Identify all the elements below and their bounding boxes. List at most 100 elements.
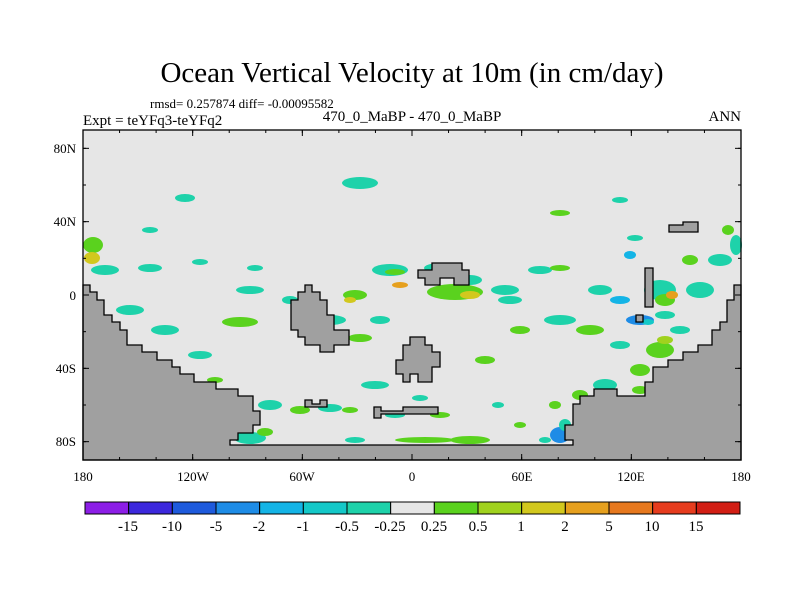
velocity-patch xyxy=(491,285,519,295)
velocity-patch xyxy=(257,428,273,436)
colorbar-label: 5 xyxy=(605,519,613,535)
axis-ticks xyxy=(82,130,742,460)
velocity-patch xyxy=(247,265,263,271)
colorbar-swatch xyxy=(128,501,173,515)
colorbar-label: 2 xyxy=(561,519,569,535)
velocity-patch xyxy=(510,326,530,334)
velocity-patch xyxy=(544,315,576,325)
land-mass xyxy=(417,262,470,286)
colorbar-swatch xyxy=(477,501,523,515)
x-tick-label: 60E xyxy=(512,469,533,484)
velocity-patch xyxy=(222,317,258,327)
colorbar-label: -0.25 xyxy=(374,519,405,535)
velocity-patch xyxy=(722,225,734,235)
y-tick-label: 0 xyxy=(70,288,77,303)
velocity-patch xyxy=(142,227,158,233)
velocity-patch xyxy=(342,407,358,413)
colorbar-swatch xyxy=(259,501,304,515)
velocity-patch xyxy=(234,432,266,444)
velocity-patch xyxy=(708,254,732,266)
y-tick-label: 80S xyxy=(56,434,76,449)
velocity-patch xyxy=(460,291,480,299)
velocity-patch xyxy=(610,296,630,304)
land-mass xyxy=(304,399,328,408)
velocity-patch xyxy=(138,264,162,272)
velocity-patch xyxy=(361,381,389,389)
velocity-patch xyxy=(528,266,552,274)
velocity-patch xyxy=(682,255,698,265)
velocity-patch xyxy=(151,325,179,335)
velocity-patch xyxy=(550,210,570,216)
velocity-patch xyxy=(670,326,690,334)
velocity-patch xyxy=(475,356,495,364)
velocity-patch xyxy=(666,291,678,299)
velocity-patch xyxy=(657,336,673,344)
colorbar-swatch xyxy=(433,501,479,515)
y-axis-labels: 80N 40N 0 40S 80S xyxy=(54,141,77,449)
velocity-patch xyxy=(612,197,628,203)
colorbar-swatch xyxy=(171,501,217,515)
velocity-patch xyxy=(370,316,390,324)
colorbar-label: 0.25 xyxy=(421,519,447,535)
x-tick-label: 180 xyxy=(73,469,93,484)
velocity-patch xyxy=(392,282,408,288)
colorbar-swatch xyxy=(215,501,261,515)
colorbar-swatch xyxy=(652,501,697,515)
velocity-patch xyxy=(655,311,675,319)
velocity-patch xyxy=(348,334,372,342)
land-masses xyxy=(82,221,742,461)
x-tick-label: 120W xyxy=(177,469,210,484)
velocity-patch xyxy=(627,235,643,241)
velocity-patch xyxy=(116,305,144,315)
velocity-patch xyxy=(188,351,212,359)
colorbar-swatch xyxy=(564,501,610,515)
velocity-patch xyxy=(550,265,570,271)
velocity-patch xyxy=(539,437,551,443)
velocity-patch xyxy=(686,282,714,298)
colorbar-swatch xyxy=(695,501,741,515)
y-tick-label: 80N xyxy=(54,141,77,156)
velocity-patch xyxy=(492,402,504,408)
velocity-patch xyxy=(192,259,208,265)
stats-line: rmsd= 0.257874 diff= -0.00095582 xyxy=(150,96,334,111)
velocity-patch xyxy=(236,286,264,294)
velocity-patch xyxy=(630,364,650,376)
y-tick-label: 40N xyxy=(54,214,77,229)
velocity-patch xyxy=(91,265,119,275)
colorbar-label: -0.5 xyxy=(335,519,359,535)
velocity-patch xyxy=(395,437,455,443)
x-tick-label: 0 xyxy=(409,469,416,484)
velocity-patch xyxy=(610,341,630,349)
land-mass xyxy=(290,284,350,353)
colorbar-swatch xyxy=(346,501,392,515)
colorbar-swatch xyxy=(302,501,348,515)
land-mass xyxy=(395,336,441,383)
velocity-patch xyxy=(514,422,526,428)
velocity-patch xyxy=(412,395,428,401)
velocity-patch xyxy=(290,406,310,414)
period-label: 470_0_MaBP - 470_0_MaBP xyxy=(323,109,502,125)
land-mass xyxy=(373,406,439,419)
colorbar-label: 1 xyxy=(517,519,525,535)
x-axis-labels: 180 120W 60W 0 60E 120E 180 xyxy=(73,469,751,484)
velocity-patch xyxy=(84,252,100,264)
land-mass xyxy=(668,221,699,233)
velocity-patch xyxy=(588,285,612,295)
velocity-patch xyxy=(730,235,742,255)
velocity-patch xyxy=(258,400,282,410)
velocity-patch xyxy=(646,342,674,358)
land-mass xyxy=(644,267,654,308)
colorbar-label: 0.5 xyxy=(469,519,488,535)
experiment-label: Expt = teYFq3-teYFq2 xyxy=(83,113,222,129)
colorbar-label: -2 xyxy=(253,519,266,535)
season-label: ANN xyxy=(709,109,742,125)
colorbar-swatch xyxy=(521,501,566,515)
velocity-patch xyxy=(345,437,365,443)
land-mass xyxy=(82,284,742,461)
colorbar-label: -1 xyxy=(297,519,310,535)
velocity-patch xyxy=(624,251,636,259)
x-tick-label: 60W xyxy=(289,469,315,484)
velocity-patch xyxy=(576,325,604,335)
colorbar-swatch xyxy=(390,501,435,515)
y-tick-label: 40S xyxy=(56,361,76,376)
